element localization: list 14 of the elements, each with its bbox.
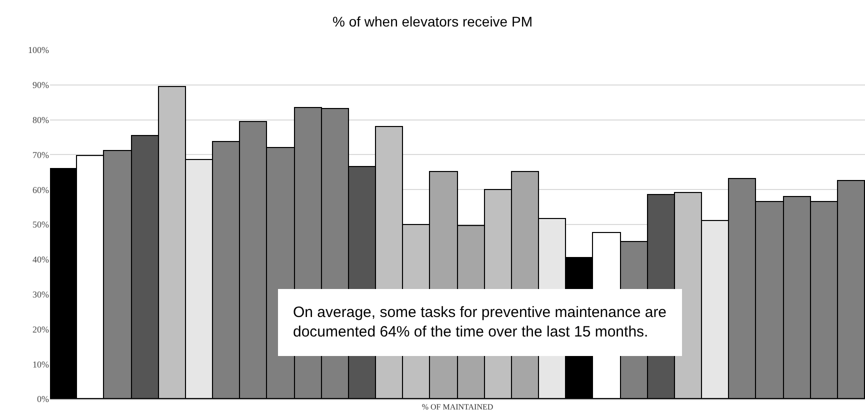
y-tick-label: 40% [32,254,50,265]
y-tick-label: 10% [32,359,50,370]
y-tick-label: 80% [32,114,50,125]
y-tick-label: 50% [32,220,50,230]
y-tick-label: 30% [32,289,50,300]
y-tick-label: 100% [28,45,50,56]
x-axis-title: % OF MAINTAINED [422,402,494,412]
chart-title: % of when elevators receive PM [332,14,532,30]
y-tick-label: 70% [32,150,50,160]
annotation: On average, some tasks for preventive maintenance are documented 64% of the time over the last 15 months. [293,304,667,340]
y-tick-label: 20% [32,324,50,334]
y-tick-label: 90% [32,80,50,90]
y-tick-label: 60% [32,184,50,195]
y-tick-label: 0% [37,394,50,404]
